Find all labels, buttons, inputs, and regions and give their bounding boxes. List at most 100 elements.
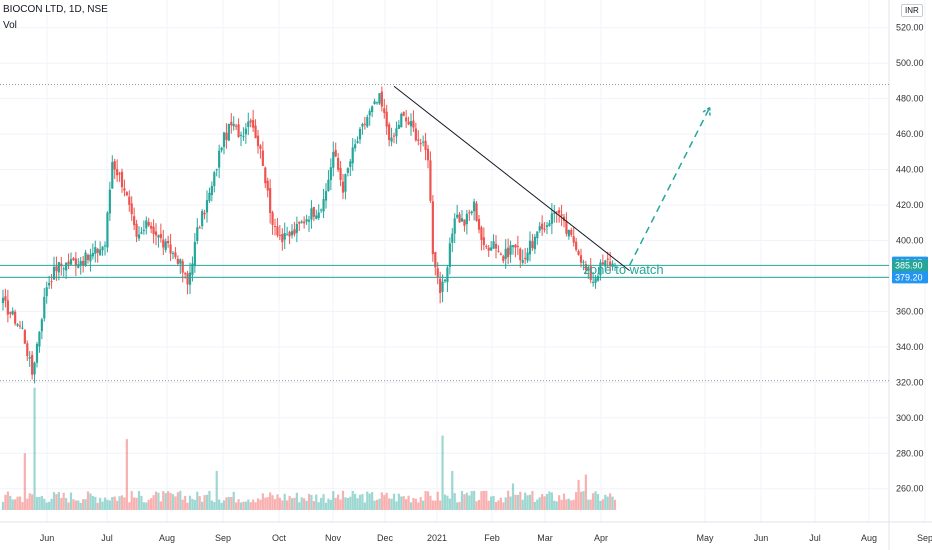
candle-body	[69, 259, 73, 265]
candle-body	[572, 236, 575, 243]
volume-bar	[334, 497, 337, 510]
candle-body	[181, 261, 184, 273]
volume-bar	[9, 495, 12, 510]
volume-bar	[550, 492, 553, 510]
candle-body	[33, 362, 36, 375]
price-tick-label: 520.00	[896, 23, 924, 33]
volume-bar	[247, 499, 250, 510]
candle-body	[329, 167, 332, 181]
candle-body	[74, 258, 77, 266]
candle-body	[477, 219, 481, 230]
volume-bar	[531, 490, 534, 510]
volume-bar	[162, 491, 165, 510]
candle-body	[154, 231, 158, 236]
volume-bar	[582, 491, 585, 510]
volume-bar	[23, 453, 26, 510]
candle-body	[84, 252, 87, 267]
candle-body	[79, 260, 82, 266]
volume-bar	[167, 491, 170, 510]
candle-body	[242, 135, 245, 137]
volume-bar	[74, 500, 77, 510]
candle-body	[232, 123, 235, 127]
candle-body	[599, 262, 602, 276]
candle-body	[453, 218, 456, 234]
price-tick-label: 300.00	[896, 413, 924, 423]
volume-bar	[392, 493, 396, 510]
volume-bar	[283, 493, 286, 510]
candle-body	[441, 281, 444, 292]
candle-body	[1, 297, 5, 304]
volume-bar	[16, 496, 19, 510]
candle-body	[485, 246, 488, 248]
candle-body	[48, 282, 51, 286]
volume-bar	[502, 502, 505, 510]
volume-bar	[562, 493, 566, 510]
volume-bar	[273, 499, 277, 510]
descending-trendline	[393, 85, 630, 272]
candle-body	[448, 243, 451, 267]
volume-bar	[599, 500, 602, 510]
volume-bar	[60, 497, 63, 510]
volume-bar	[298, 502, 301, 510]
volume-bar	[133, 497, 136, 510]
volume-bar	[147, 499, 150, 510]
candle-body	[407, 121, 410, 125]
candle-body	[388, 124, 391, 141]
volume-bar	[412, 497, 415, 510]
volume-bar	[171, 494, 175, 510]
candle-body	[237, 124, 240, 137]
volume-bar	[388, 498, 391, 510]
volume-bar	[548, 491, 551, 510]
candle-body	[524, 258, 527, 260]
volume-bar	[213, 502, 216, 510]
volume-bar	[18, 496, 22, 510]
candle-body	[446, 267, 449, 283]
volume-bar	[419, 497, 422, 510]
volume-bar	[142, 502, 145, 510]
volume-bar	[50, 498, 53, 510]
volume-bar	[516, 494, 519, 510]
currency-badge[interactable]: INR	[901, 4, 923, 17]
zone-annotation: zone to watch	[583, 262, 663, 277]
candle-body	[128, 196, 131, 205]
volume-indicator-label[interactable]: Vol	[3, 20, 17, 31]
volume-bar	[426, 491, 430, 510]
volume-bar	[332, 491, 335, 510]
candle-body	[332, 151, 335, 168]
volume-bar	[89, 493, 92, 510]
candle-body	[356, 141, 359, 143]
candle-body	[363, 123, 366, 125]
volume-bar	[254, 502, 257, 510]
volume-bar	[108, 500, 111, 510]
candle-body	[9, 312, 12, 314]
candle-body	[103, 245, 107, 247]
candle-body	[516, 245, 519, 247]
candle-body	[133, 216, 136, 226]
volume-bar	[288, 495, 291, 510]
candle-body	[179, 259, 182, 264]
candle-body	[514, 244, 517, 248]
time-tick-label: Aug	[861, 533, 877, 543]
candle-body	[123, 188, 126, 191]
volume-bar	[434, 500, 437, 510]
candle-body	[366, 117, 369, 127]
volume-bar	[613, 499, 617, 510]
price-tick-label: 400.00	[896, 235, 924, 245]
volume-bar	[465, 492, 468, 510]
candle-body	[526, 252, 529, 261]
volume-bar	[6, 491, 9, 510]
candle-body	[341, 181, 345, 193]
candle-body	[589, 266, 592, 280]
candle-body	[601, 262, 604, 265]
volume-bar	[208, 490, 211, 510]
candle-body	[101, 246, 104, 251]
volume-bar	[494, 502, 498, 510]
candle-body	[371, 106, 374, 113]
volume-bar	[592, 493, 595, 510]
volume-bar	[69, 492, 73, 510]
candle-body	[465, 213, 468, 225]
candle-body	[210, 185, 213, 195]
candle-body	[208, 192, 211, 201]
volume-bar	[431, 500, 434, 510]
